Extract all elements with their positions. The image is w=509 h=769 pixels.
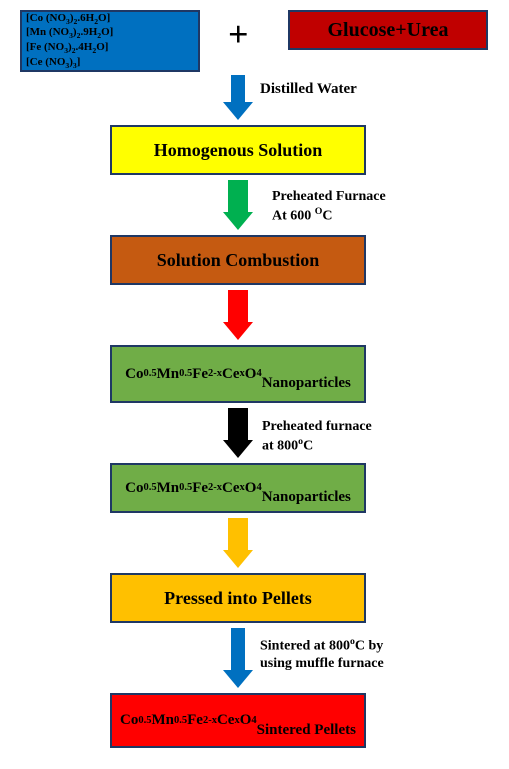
reagent-line: [Co (NO3)2.6H2O]: [26, 12, 110, 27]
flow-arrow: [218, 408, 258, 458]
flow-arrow: [218, 290, 258, 340]
reagent-line: [Ce (NO3)3]: [26, 56, 80, 71]
arrow-label: Preheated furnaceat 800oC: [262, 418, 372, 455]
step-box: Homogenous Solution: [110, 125, 366, 175]
flow-arrow: [218, 75, 258, 120]
arrow-label: Preheated FurnaceAt 600 OC: [272, 188, 386, 225]
step-box: Pressed into Pellets: [110, 573, 366, 623]
flow-arrow: [218, 628, 258, 688]
reagent-line: [Mn (NO3)2.9H2O]: [26, 26, 113, 41]
arrow-label: Sintered at 800oC byusing muffle furnace: [260, 636, 384, 673]
step-box: Co0.5Mn0.5Fe2-xCexO4Nanoparticles: [110, 345, 366, 403]
flow-arrow: [218, 180, 258, 230]
plus-sign: +: [228, 16, 249, 52]
reagents-box: [Co (NO3)2.6H2O][Mn (NO3)2.9H2O][Fe (NO3…: [20, 10, 200, 72]
step-box: Solution Combustion: [110, 235, 366, 285]
fuel-box: Glucose+Urea: [288, 10, 488, 50]
arrow-label: Distilled Water: [260, 80, 357, 99]
flow-arrow: [218, 518, 258, 568]
step-box: Co0.5Mn0.5Fe2-xCexO4Sintered Pellets: [110, 693, 366, 748]
reagent-line: [Fe (NO3)2.4H2O]: [26, 41, 108, 56]
step-box: Co0.5Mn0.5Fe2-xCexO4Nanoparticles: [110, 463, 366, 513]
